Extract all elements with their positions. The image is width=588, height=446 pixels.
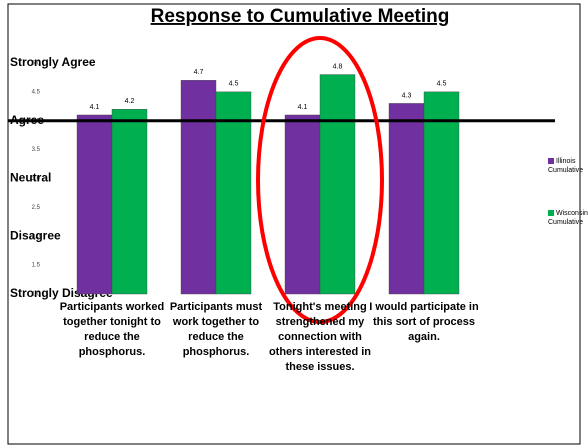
value-label: 4.2 xyxy=(125,98,135,105)
value-label: 4.5 xyxy=(229,81,239,88)
level-label: Strongly Agree xyxy=(10,55,96,69)
y-tick-label: 5.0 xyxy=(32,61,41,67)
x-tick-label: I would participate in this sort of proc… xyxy=(369,301,479,343)
highlight-ellipse xyxy=(256,36,384,324)
x-tick-label: Participants worked together tonight to … xyxy=(59,301,165,358)
value-label: 4.5 xyxy=(437,81,447,88)
value-label: 4.3 xyxy=(402,92,412,99)
value-label: 4.1 xyxy=(298,104,308,111)
slide-frame xyxy=(7,3,581,445)
bar xyxy=(76,114,113,295)
bar xyxy=(423,91,460,295)
y-tick-label: 1.5 xyxy=(32,263,41,269)
legend-label: Illinois Cumulative xyxy=(548,158,583,174)
x-tick-label: Tonight's meeting strengthened my connec… xyxy=(268,301,372,373)
y-tick-label: 1.0 xyxy=(32,292,41,298)
value-label: 4.8 xyxy=(333,63,343,70)
y-tick-label: 3.0 xyxy=(32,176,41,182)
bar xyxy=(111,108,148,295)
level-label: Disagree xyxy=(10,228,61,242)
y-tick-label: 4.5 xyxy=(32,89,41,95)
x-tick-label: Participants must work together to reduc… xyxy=(169,301,263,358)
value-label: 4.1 xyxy=(90,104,100,111)
legend-label: Wisconsin Cumulative xyxy=(548,210,588,226)
chart-title: Response to Cumulative Meeting xyxy=(151,6,450,27)
value-label: 4.7 xyxy=(194,69,204,76)
y-tick-label: 2.0 xyxy=(32,234,41,240)
bar xyxy=(319,74,356,295)
y-tick-label: 2.5 xyxy=(32,205,41,211)
legend-swatch xyxy=(548,158,554,164)
legend-swatch xyxy=(548,210,554,216)
bar xyxy=(388,103,425,295)
bar xyxy=(215,91,252,295)
y-tick-label: 3.5 xyxy=(32,147,41,153)
bar xyxy=(284,114,321,295)
level-label: Neutral xyxy=(10,171,51,185)
bar xyxy=(180,80,217,295)
